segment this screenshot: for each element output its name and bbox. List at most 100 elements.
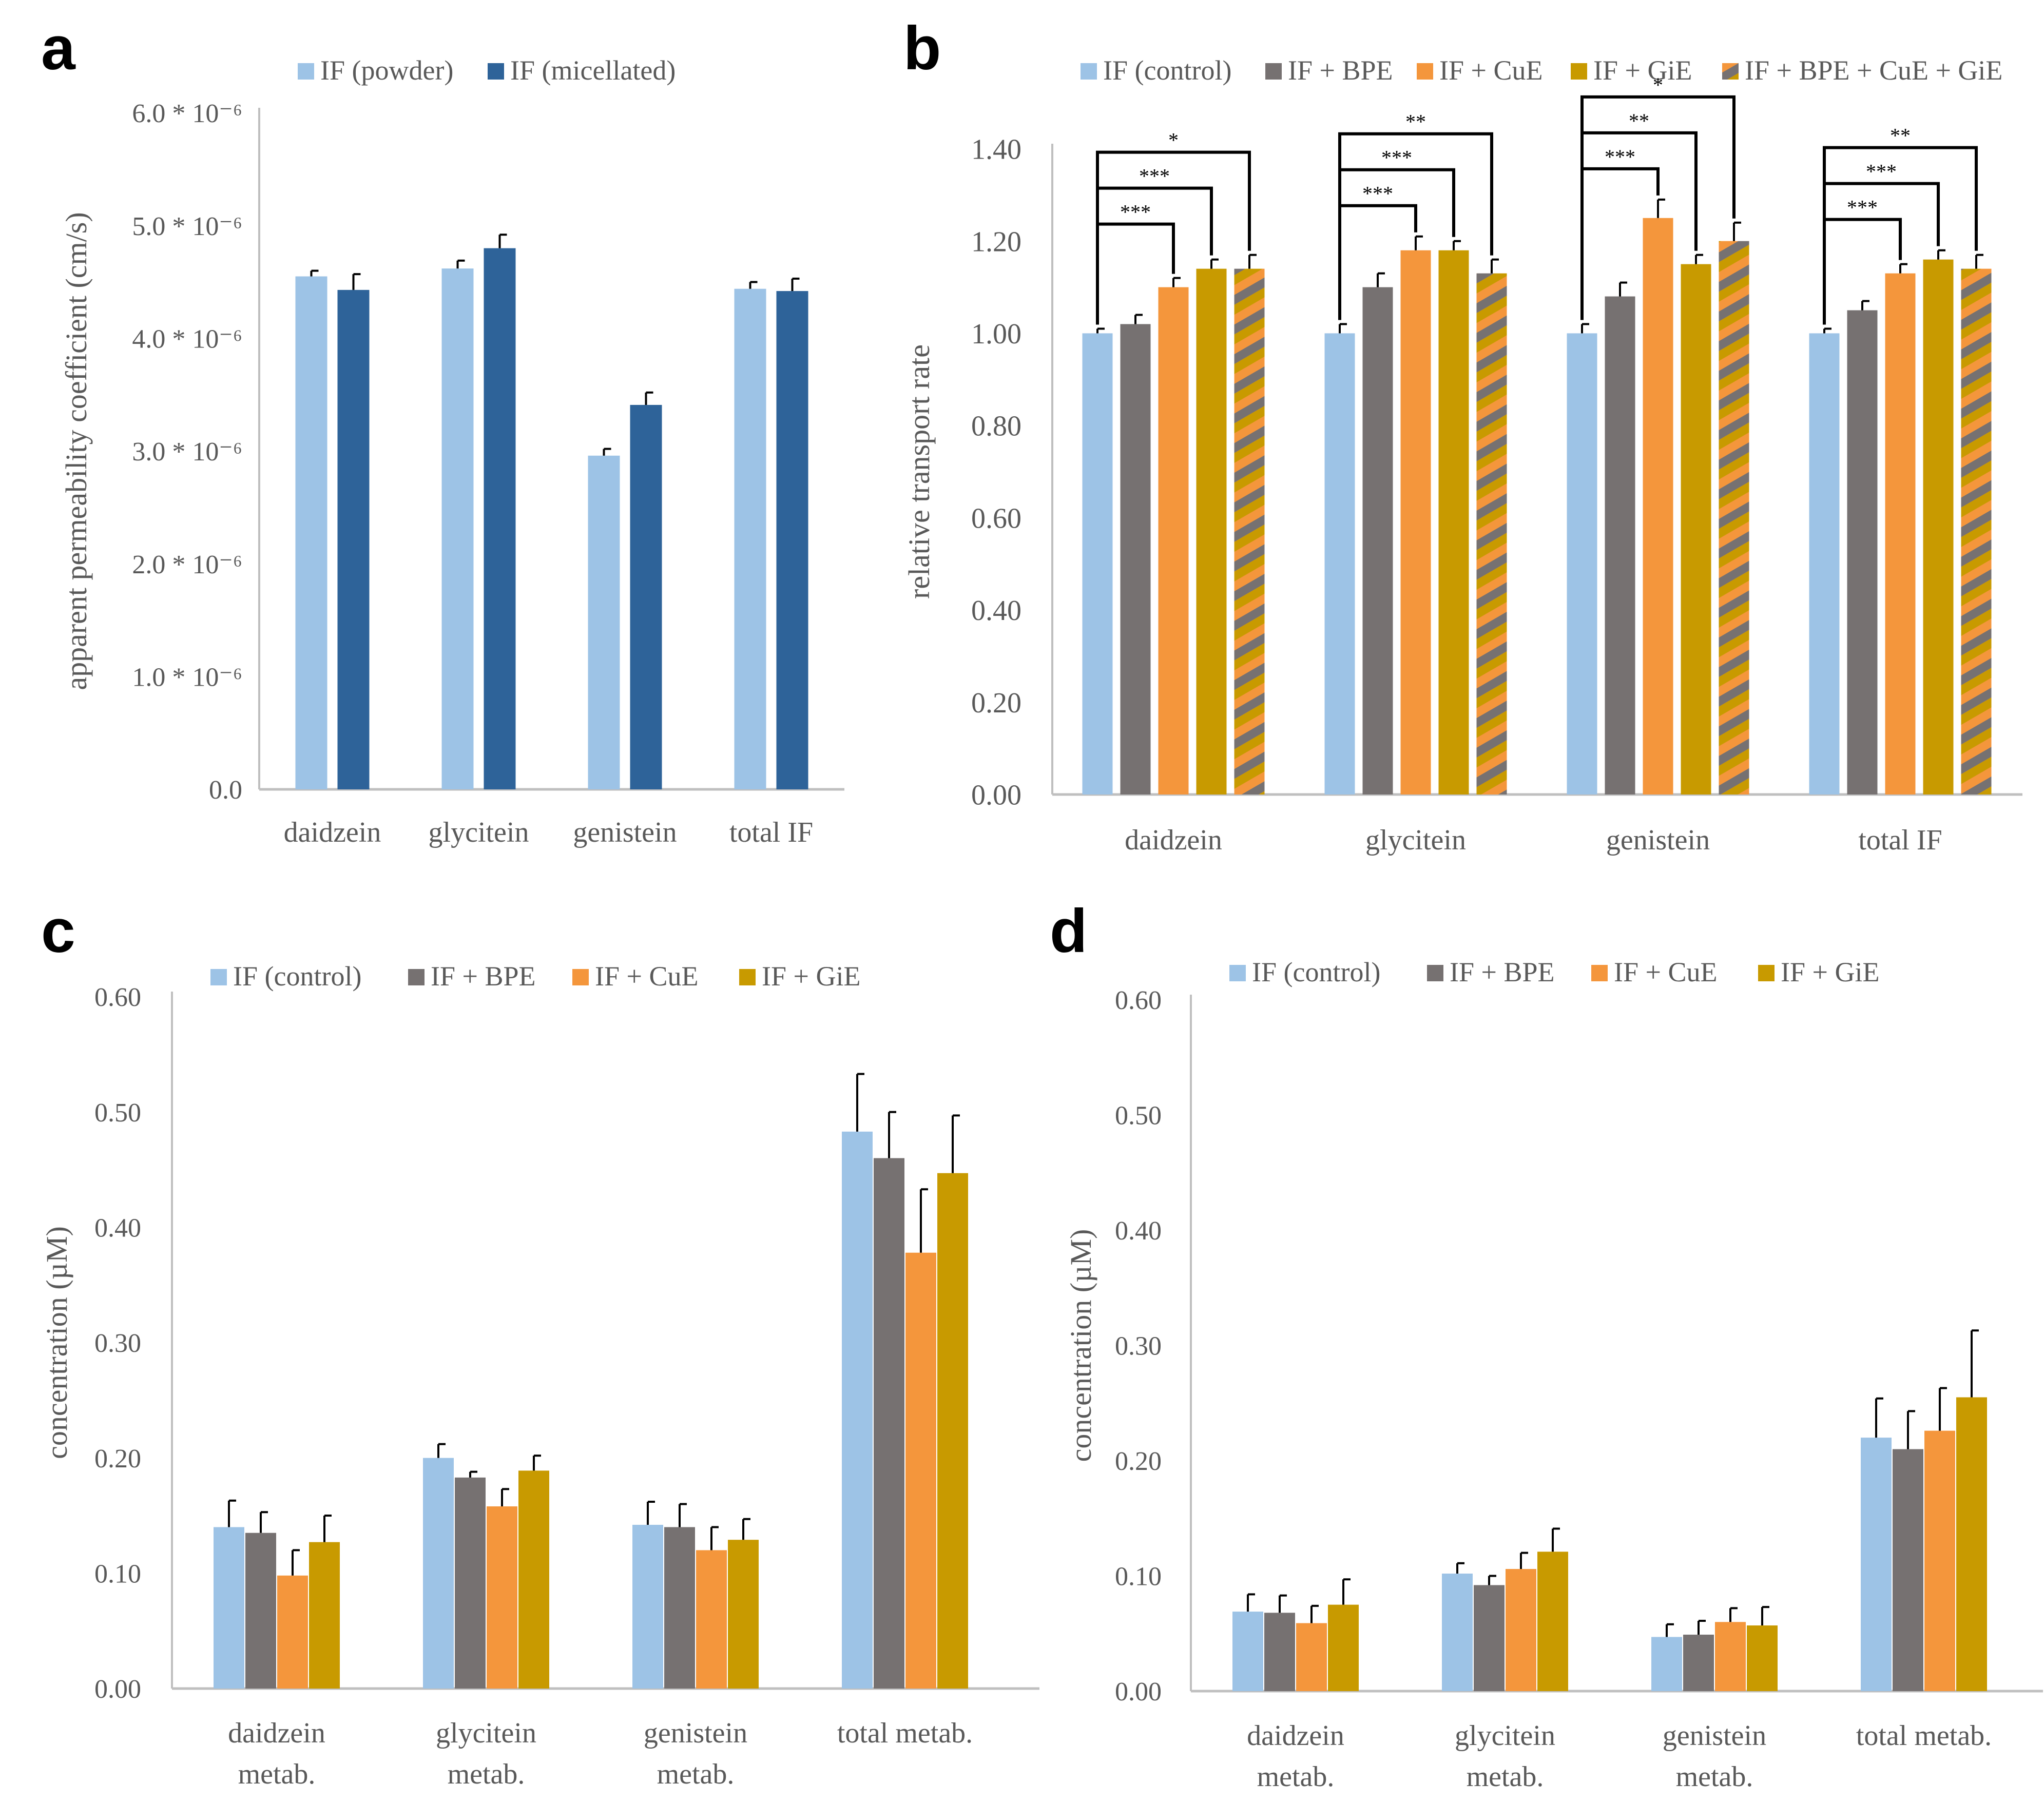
panel-a-category-label: genistein bbox=[573, 817, 677, 848]
panel-b-legend-swatch bbox=[1265, 63, 1282, 80]
panel-d-bar bbox=[1232, 1612, 1263, 1691]
panel-b-significance-label: *** bbox=[1362, 182, 1393, 205]
panel-a-category-label: total IF bbox=[729, 817, 813, 848]
panel-d-ytick-label: 0.50 bbox=[1115, 1101, 1162, 1131]
panel-d-ytick-label: 0.30 bbox=[1115, 1332, 1162, 1361]
panel-b-significance-bracket bbox=[1580, 131, 1698, 320]
panel-d-bar bbox=[1537, 1552, 1568, 1691]
panel-c-legend-swatch bbox=[739, 969, 756, 985]
panel-b-category-label: glycitein bbox=[1365, 824, 1466, 856]
panel-c-letter: c bbox=[41, 897, 75, 965]
panel-a-legend-swatch bbox=[488, 63, 504, 80]
panel-c-ytick-label: 0.20 bbox=[94, 1444, 141, 1474]
panel-b-bar bbox=[1719, 241, 1749, 794]
panel-d-ytick-label: 0.60 bbox=[1115, 986, 1162, 1015]
panel-c-category-label: glycitein bbox=[436, 1717, 536, 1749]
panel-b-legend-swatch bbox=[1417, 63, 1433, 80]
panel-b-bar bbox=[1681, 264, 1711, 795]
panel-d-bar bbox=[1715, 1622, 1746, 1691]
panel-c-bar bbox=[487, 1506, 517, 1689]
panel-d-bar bbox=[1474, 1585, 1505, 1691]
panel-d-category-label: genistein bbox=[1663, 1720, 1766, 1752]
panel-d-category-label: metab. bbox=[1257, 1761, 1335, 1793]
panel-d-category-label: glycitein bbox=[1455, 1720, 1555, 1752]
panel-c-bar bbox=[874, 1158, 904, 1689]
panel-b-bar bbox=[1438, 250, 1469, 795]
panel-c-bar bbox=[696, 1550, 727, 1689]
panel-d-bar bbox=[1328, 1604, 1359, 1691]
panel-d-legend-swatch bbox=[1427, 965, 1443, 981]
panel-b-significance-label: *** bbox=[1605, 145, 1635, 168]
panel-c-bar bbox=[728, 1540, 759, 1689]
panel-b-significance-label: *** bbox=[1120, 201, 1151, 224]
panel-b-legend-swatch bbox=[1081, 63, 1097, 80]
panel-b-category-label: total IF bbox=[1858, 824, 1942, 856]
panel-b-significance-bracket bbox=[1823, 182, 1940, 325]
panel-b-bar bbox=[1809, 333, 1840, 794]
panel-d-bar bbox=[1264, 1613, 1295, 1691]
panel-c-category-label: metab. bbox=[657, 1758, 735, 1790]
panel-b-bar bbox=[1234, 268, 1265, 794]
panel-c-bar bbox=[245, 1533, 276, 1689]
panel-a-bar bbox=[630, 404, 662, 789]
panel-c-bar bbox=[277, 1575, 308, 1689]
panel-c-bar bbox=[518, 1470, 549, 1689]
panel-b-legend-label: IF + BPE bbox=[1288, 55, 1393, 86]
panel-b-bar bbox=[1158, 287, 1189, 794]
panel-b-significance-bracket bbox=[1338, 132, 1493, 320]
panel-b-significance-label: ** bbox=[1629, 109, 1649, 132]
panel-c-bar bbox=[423, 1458, 454, 1689]
panel-b-legend-label: IF + BPE + CuE + GiE bbox=[1745, 55, 2002, 86]
panel-d-bar bbox=[1956, 1397, 1987, 1691]
panel-b-y-axis-label: relative transport rate bbox=[902, 344, 936, 599]
panel-d-ytick-label: 0.10 bbox=[1115, 1562, 1162, 1592]
panel-b-ytick-label: 1.40 bbox=[971, 134, 1021, 166]
panel-c-category-label: metab. bbox=[448, 1758, 525, 1790]
panel-b-significance-label: *** bbox=[1847, 196, 1878, 219]
panel-b-significance-label: *** bbox=[1381, 146, 1412, 169]
panel-b-bar bbox=[1605, 296, 1635, 794]
panel-d-bar bbox=[1651, 1637, 1682, 1691]
panel-b-category-label: genistein bbox=[1606, 824, 1710, 856]
panel-c-bar bbox=[632, 1524, 663, 1689]
panel-d-legend-label: IF + GiE bbox=[1781, 957, 1879, 987]
panel-c-legend-label: IF + CuE bbox=[595, 961, 698, 992]
panel-c-y-axis-label: concentration (µM) bbox=[40, 1226, 73, 1459]
panel-a-ytick-label: 4.0 * 10⁻⁶ bbox=[132, 325, 242, 354]
panel-d-legend-swatch bbox=[1591, 965, 1608, 981]
panel-a-bar bbox=[337, 289, 370, 789]
panel-c-bar bbox=[214, 1527, 244, 1689]
panel-c-ytick-label: 0.60 bbox=[94, 983, 141, 1012]
panel-a-bar bbox=[295, 276, 327, 789]
panel-b-significance-bracket bbox=[1096, 186, 1213, 325]
panel-c-category-label: genistein bbox=[644, 1717, 747, 1749]
panel-c-legend-label: IF (control) bbox=[233, 961, 361, 992]
panel-b-ytick-label: 1.20 bbox=[971, 226, 1021, 258]
panel-c-bar bbox=[309, 1542, 340, 1689]
panel-b-bar bbox=[1476, 273, 1507, 794]
panel-a-bar bbox=[776, 291, 808, 789]
panel-a-ytick-label: 1.0 * 10⁻⁶ bbox=[132, 663, 242, 692]
panel-b-letter: b bbox=[903, 14, 941, 83]
panel-d-bar bbox=[1296, 1623, 1327, 1691]
panel-b-significance-label: * bbox=[1168, 129, 1179, 152]
panel-a-ytick-label: 5.0 * 10⁻⁶ bbox=[132, 212, 242, 241]
panel-c-legend-swatch bbox=[408, 969, 425, 985]
panel-b-legend-label: IF + GiE bbox=[1593, 55, 1692, 86]
panel-b-bar bbox=[1400, 250, 1431, 795]
panel-b-significance-bracket bbox=[1823, 146, 1978, 325]
panel-c-ytick-label: 0.40 bbox=[94, 1214, 141, 1243]
panel-b-bar bbox=[1120, 324, 1151, 794]
panel-d-legend-swatch bbox=[1229, 965, 1246, 981]
panel-d-letter: d bbox=[1050, 897, 1087, 965]
panel-a-ytick-label: 6.0 * 10⁻⁶ bbox=[132, 99, 242, 128]
panel-b-significance-label: ** bbox=[1890, 124, 1911, 147]
panel-b-bar bbox=[1923, 259, 1954, 795]
panel-a-y-axis-label: apparent permeability coefficient (cm/s) bbox=[60, 212, 93, 690]
panel-d-ytick-label: 0.00 bbox=[1115, 1677, 1162, 1707]
panel-a-category-label: daidzein bbox=[284, 817, 381, 848]
panel-b-bar bbox=[1643, 218, 1673, 795]
panel-c-legend-label: IF + BPE bbox=[431, 961, 536, 992]
panel-a-category-label: glycitein bbox=[429, 817, 529, 848]
panel-d-ytick-label: 0.20 bbox=[1115, 1447, 1162, 1476]
